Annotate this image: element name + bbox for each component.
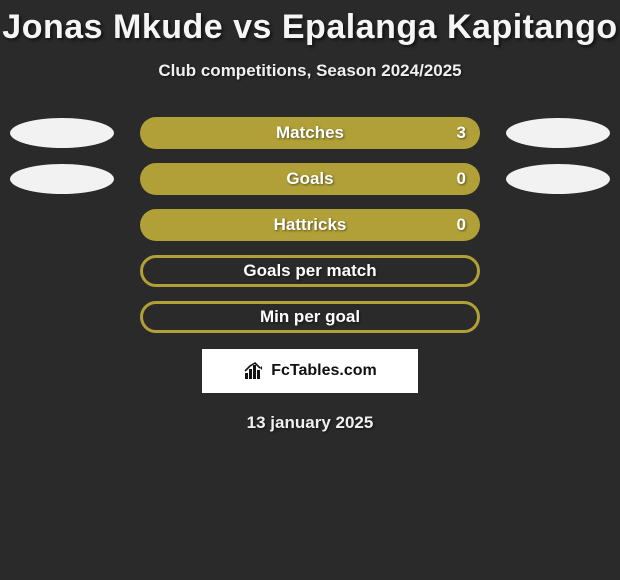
stat-row: Matches3	[0, 117, 620, 149]
left-oval	[10, 118, 114, 148]
stat-bar: Goals per match	[140, 255, 480, 287]
stat-value: 0	[457, 169, 466, 189]
stat-row: Hattricks0	[0, 209, 620, 241]
stat-label: Goals	[140, 169, 480, 189]
right-oval	[506, 118, 610, 148]
left-oval	[10, 164, 114, 194]
stat-label: Matches	[140, 123, 480, 143]
stat-value: 0	[457, 215, 466, 235]
stat-row: Goals per match	[0, 255, 620, 287]
page-title: Jonas Mkude vs Epalanga Kapitango	[0, 0, 620, 47]
stat-bar: Matches3	[140, 117, 480, 149]
stat-bar: Goals0	[140, 163, 480, 195]
credit-badge: FcTables.com	[202, 349, 418, 393]
credit-text: FcTables.com	[271, 362, 377, 380]
infographic-container: Jonas Mkude vs Epalanga Kapitango Club c…	[0, 0, 620, 580]
stat-value: 3	[457, 123, 466, 143]
stat-label: Goals per match	[143, 261, 477, 281]
stat-bar: Hattricks0	[140, 209, 480, 241]
stat-row: Min per goal	[0, 301, 620, 333]
stat-label: Min per goal	[143, 307, 477, 327]
subtitle: Club competitions, Season 2024/2025	[0, 61, 620, 81]
stat-label: Hattricks	[140, 215, 480, 235]
stat-rows: Matches3Goals0Hattricks0Goals per matchM…	[0, 117, 620, 333]
stat-row: Goals0	[0, 163, 620, 195]
right-oval	[506, 164, 610, 194]
date-label: 13 january 2025	[0, 413, 620, 433]
chart-icon	[243, 361, 265, 381]
stat-bar: Min per goal	[140, 301, 480, 333]
